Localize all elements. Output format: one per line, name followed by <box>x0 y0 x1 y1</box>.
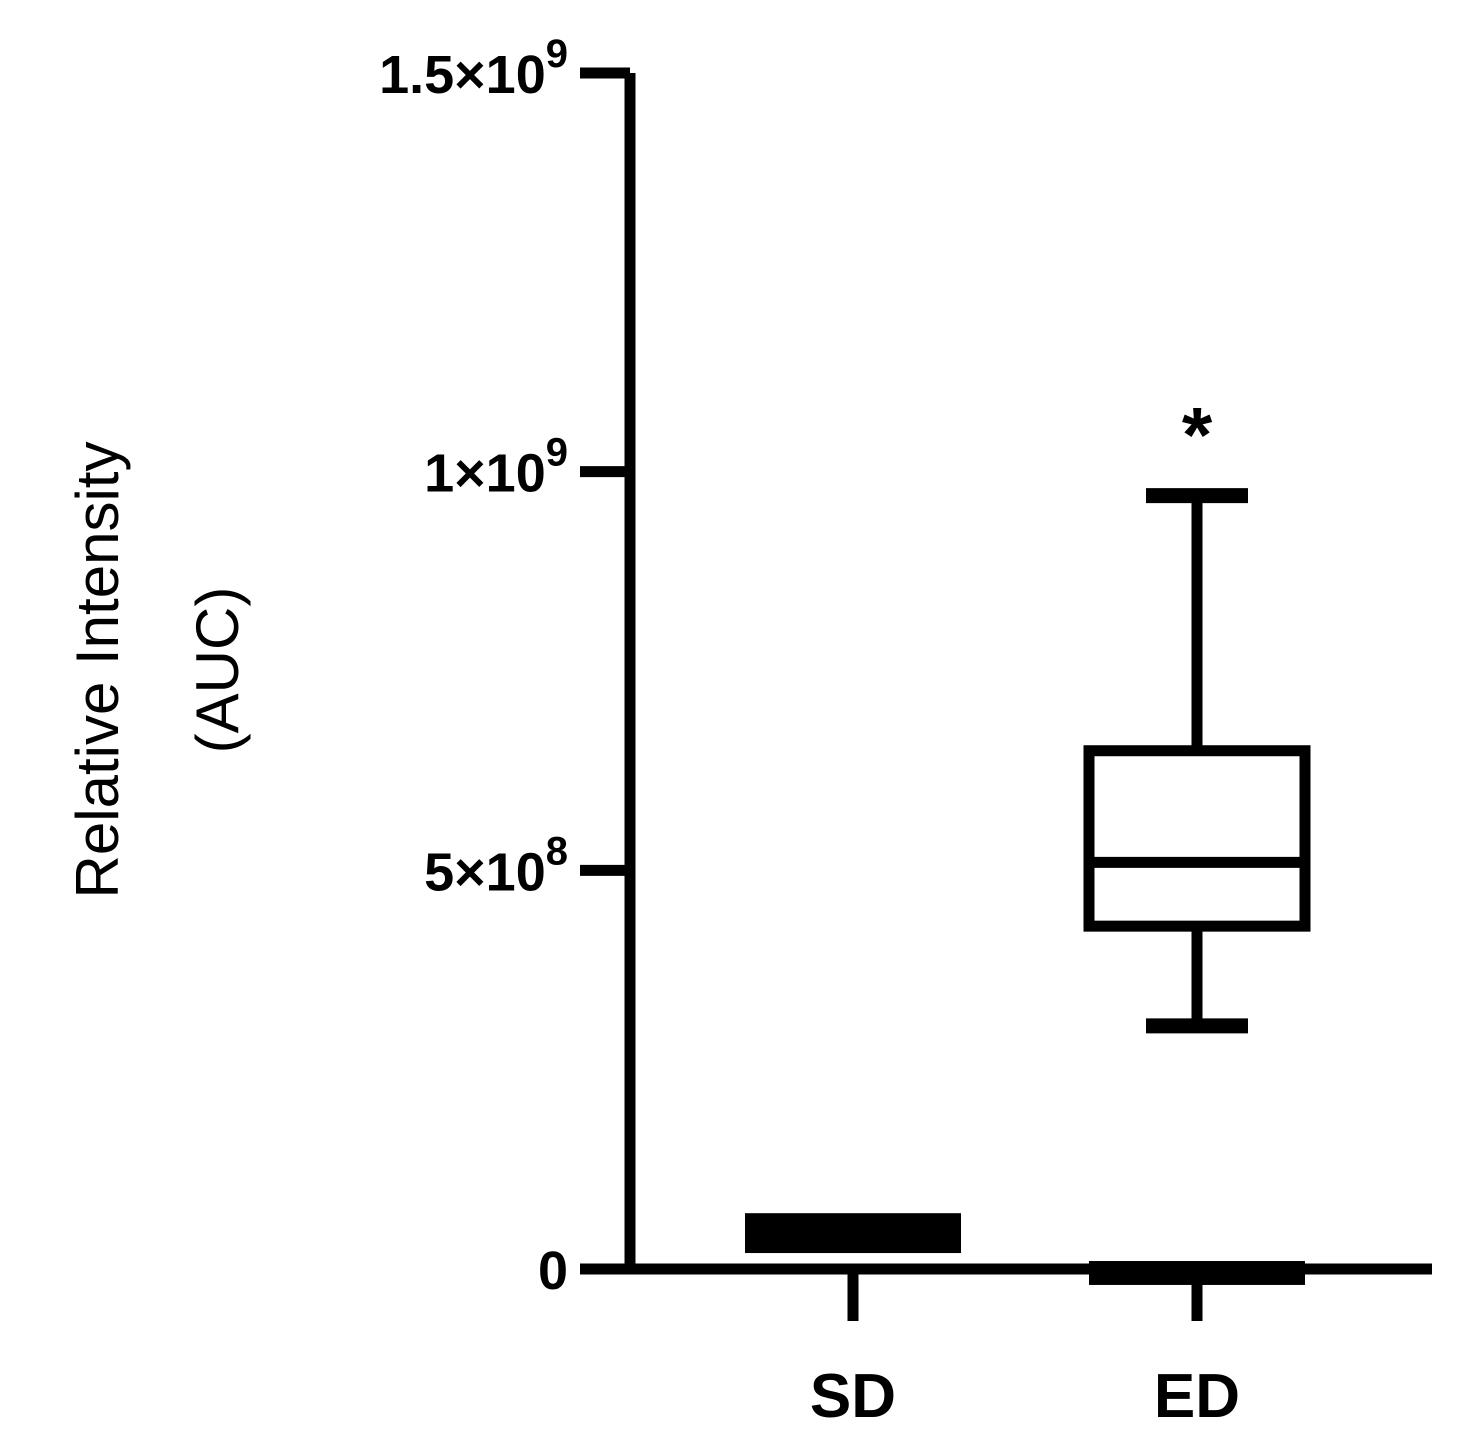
y-tick-label: 1×109 <box>424 431 568 504</box>
box-body <box>745 1213 961 1254</box>
y-tick-label-exponent: 9 <box>546 431 568 475</box>
y-tick-label-base: 0 <box>538 1241 568 1301</box>
y-tick-label-exponent: 8 <box>546 829 568 873</box>
y-tick-label: 0 <box>538 1241 568 1301</box>
axes <box>624 73 1432 1275</box>
significance-marker: * <box>1182 391 1213 479</box>
y-tick-label-base: 1.5×10 <box>379 45 546 105</box>
box-sd <box>745 1213 961 1254</box>
y-tick-label: 1.5×109 <box>379 32 568 105</box>
box-body <box>1089 1261 1305 1285</box>
y-axis-label: Relative Intensity (AUC) <box>64 442 251 899</box>
y-axis-label-line: Relative Intensity <box>64 442 131 899</box>
y-axis-label-line: (AUC) <box>184 587 251 754</box>
boxes: * <box>745 391 1311 1285</box>
y-tick-label: 5×108 <box>424 829 568 902</box>
y-tick-label-base: 1×10 <box>424 444 546 504</box>
y-tick-label-exponent: 9 <box>546 32 568 76</box>
x-category-label: SD <box>810 1362 896 1431</box>
box-ed <box>1089 1261 1305 1285</box>
x-category-label: ED <box>1154 1362 1240 1431</box>
box-body <box>1083 745 1311 932</box>
x-ticks: SD ED <box>810 1269 1240 1431</box>
box-ed: * <box>1083 391 1311 1034</box>
y-tick-label-base: 5×10 <box>424 842 546 902</box>
